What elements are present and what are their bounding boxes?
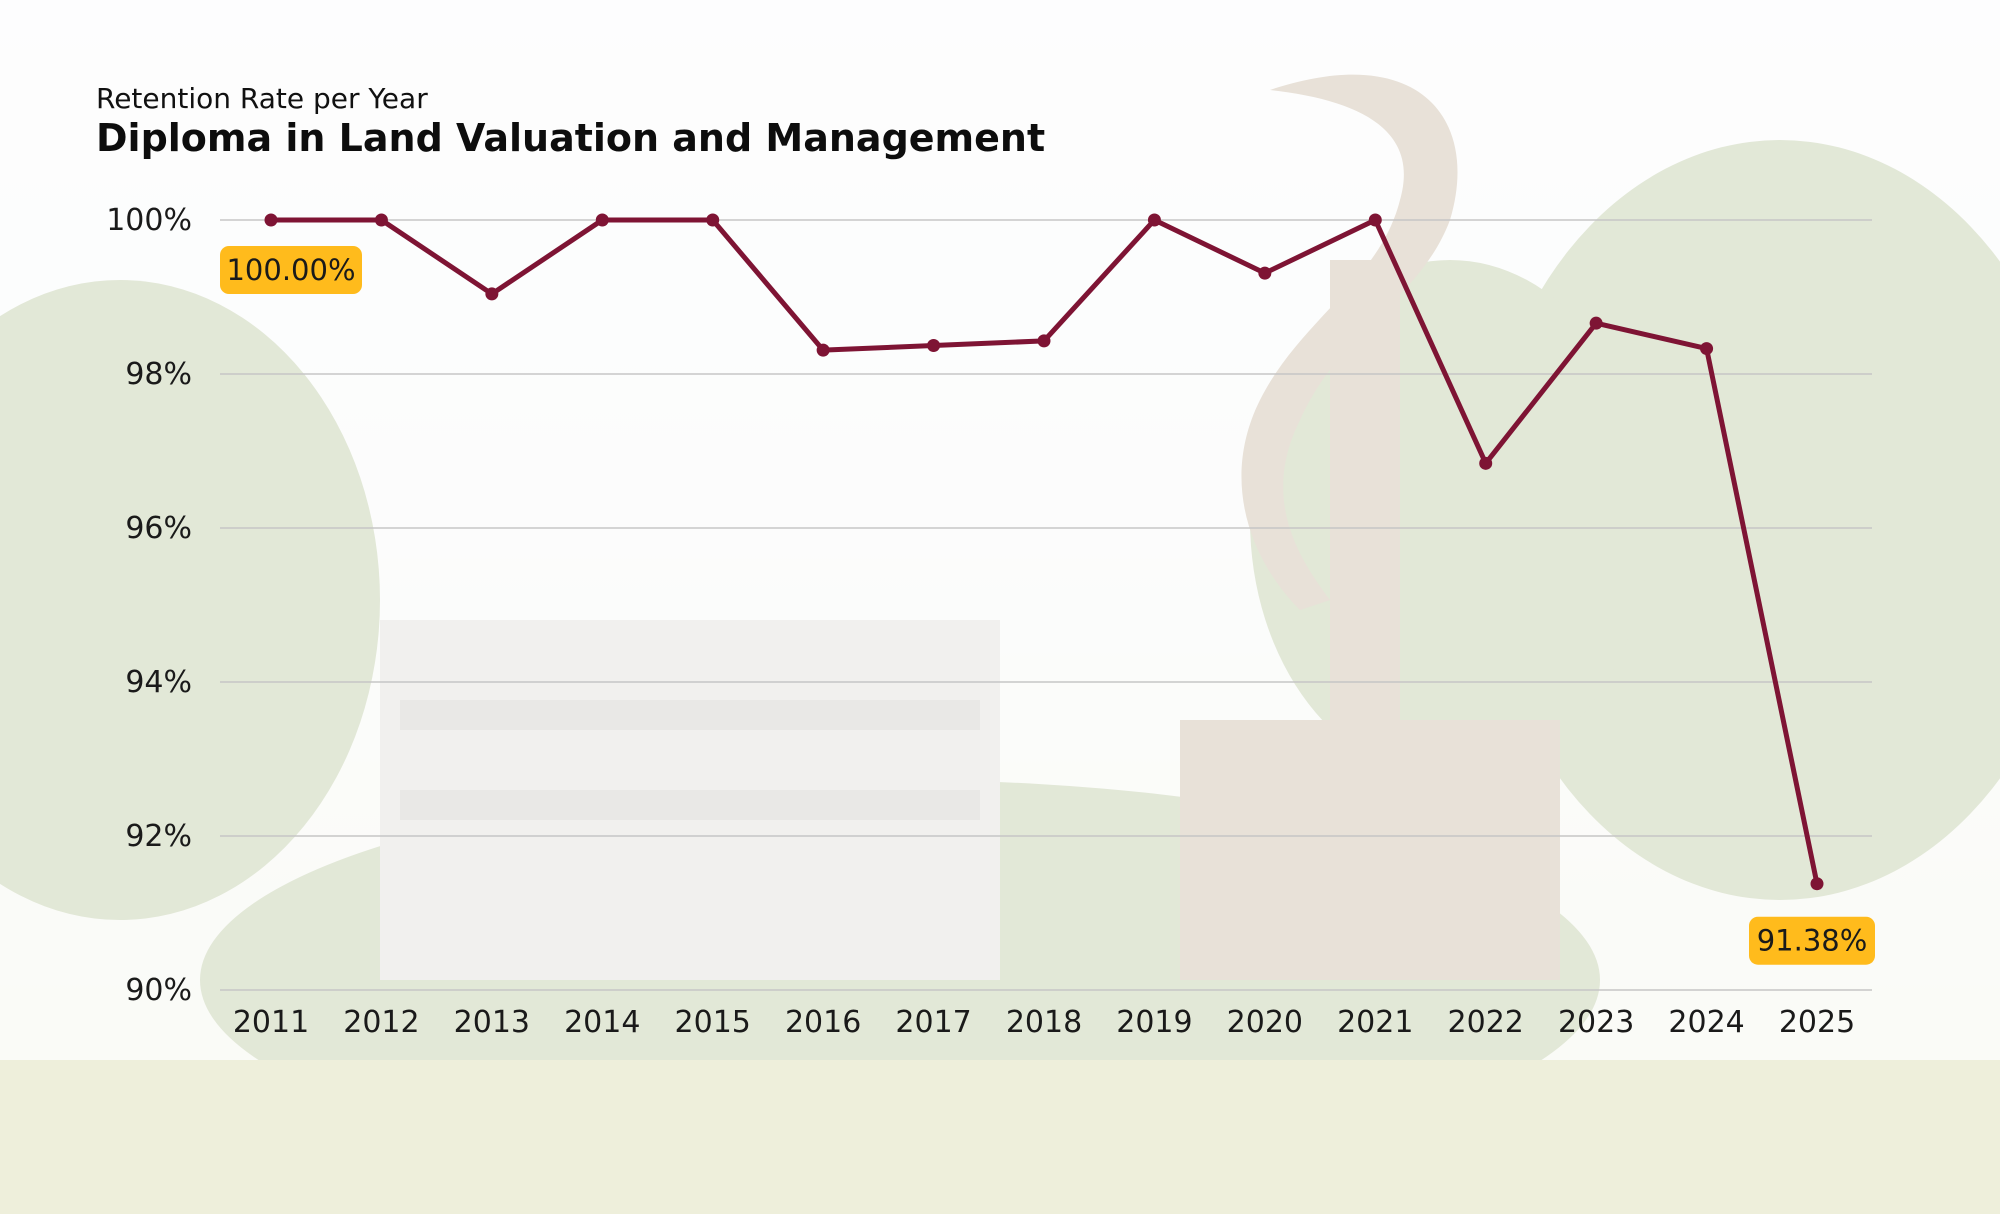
data-point bbox=[1810, 877, 1824, 891]
callout-badge bbox=[220, 246, 362, 294]
data-callout: 100.00% bbox=[220, 246, 362, 294]
x-tick-label: 2016 bbox=[785, 1005, 861, 1040]
data-point bbox=[485, 287, 499, 301]
y-axis-ticks: 90% 92% 94% 96% 98% 100% bbox=[106, 203, 192, 1008]
x-tick-label: 2025 bbox=[1779, 1005, 1855, 1040]
x-tick-label: 2011 bbox=[233, 1005, 309, 1040]
x-tick-label: 2019 bbox=[1116, 1005, 1192, 1040]
data-point bbox=[1258, 266, 1272, 280]
data-callout: 91.38% bbox=[1749, 916, 1875, 965]
annotations: 100.00% 91.38% bbox=[220, 246, 1875, 965]
chart-title: Diploma in Land Valuation and Management bbox=[96, 116, 1046, 160]
data-point bbox=[595, 213, 609, 227]
x-tick-label: 2021 bbox=[1337, 1005, 1413, 1040]
gridlines bbox=[220, 219, 1872, 991]
callout-badge bbox=[1749, 916, 1875, 965]
data-point bbox=[1479, 456, 1493, 470]
data-label: 100.00% bbox=[226, 253, 355, 287]
data-point bbox=[1368, 213, 1382, 227]
data-point bbox=[1700, 342, 1714, 356]
y-tick-label: 90% bbox=[125, 973, 192, 1008]
x-tick-label: 2017 bbox=[895, 1005, 971, 1040]
y-tick-label: 100% bbox=[106, 203, 192, 238]
data-label: 91.38% bbox=[1757, 924, 1868, 958]
series-retention-rate bbox=[264, 213, 1824, 891]
chart-subtitle: Retention Rate per Year bbox=[96, 82, 428, 115]
x-tick-label: 2018 bbox=[1006, 1005, 1082, 1040]
y-tick-label: 98% bbox=[125, 357, 192, 392]
data-point bbox=[1147, 213, 1161, 227]
x-tick-label: 2013 bbox=[454, 1005, 530, 1040]
data-point bbox=[1037, 334, 1051, 348]
series-line bbox=[268, 217, 1820, 887]
x-tick-label: 2023 bbox=[1558, 1005, 1634, 1040]
data-point bbox=[706, 213, 720, 227]
y-tick-label: 94% bbox=[125, 665, 192, 700]
x-tick-label: 2022 bbox=[1448, 1005, 1524, 1040]
x-tick-label: 2015 bbox=[675, 1005, 751, 1040]
y-tick-label: 96% bbox=[125, 511, 192, 546]
x-tick-label: 2024 bbox=[1668, 1005, 1744, 1040]
data-point bbox=[816, 343, 830, 357]
x-tick-label: 2012 bbox=[343, 1005, 419, 1040]
x-axis-ticks: 2011 2012 2013 2014 2015 2016 2017 2018 2019 2020… bbox=[233, 1005, 1855, 1040]
data-point bbox=[374, 213, 388, 227]
x-tick-label: 2020 bbox=[1227, 1005, 1303, 1040]
data-point bbox=[1589, 316, 1603, 330]
data-point bbox=[264, 213, 278, 227]
data-point bbox=[927, 339, 941, 353]
x-tick-label: 2014 bbox=[564, 1005, 640, 1040]
y-tick-label: 92% bbox=[125, 819, 192, 854]
